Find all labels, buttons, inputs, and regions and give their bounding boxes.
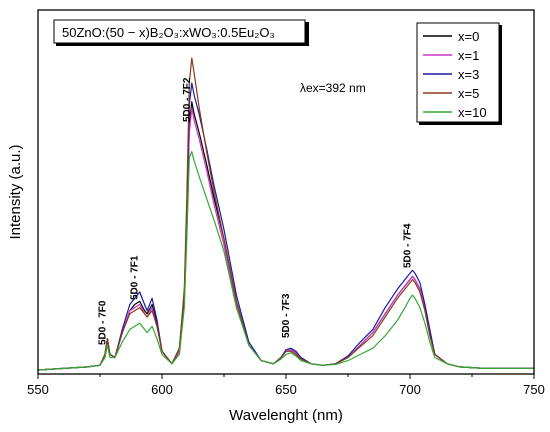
legend-box-shadow-bottom (419, 122, 502, 125)
excitation-label: λex=392 nm (300, 81, 366, 95)
x-axis-title: Wavelenght (nm) (229, 407, 343, 424)
legend-label: x=1 (458, 48, 479, 63)
legend-label: x=5 (458, 86, 479, 101)
series-layer (37, 57, 534, 371)
x-tick-label: 550 (27, 382, 49, 397)
x-tick-label: 600 (151, 382, 173, 397)
legend-label: x=10 (458, 105, 487, 120)
legend-label: x=0 (458, 29, 479, 44)
annotation-layer: 5D0 - 7F0 5D0 - 7F1 5D0 - 7F2 5D0 - 7F3 5D0 … (97, 77, 413, 345)
peak-label: 5D0 - 7F0 (97, 300, 108, 345)
title-box-shadow (305, 22, 309, 45)
x-tick-label: 750 (523, 382, 545, 397)
peak-label: 5D0 - 7F1 (130, 255, 141, 300)
series-line-x-3 (37, 82, 534, 371)
legend: x=0 x=1 x=3 x=5 x=10 (416, 22, 502, 125)
peak-label: 5D0 - 7F3 (281, 293, 292, 338)
x-tick-label: 700 (399, 382, 421, 397)
legend-box (416, 22, 500, 123)
legend-label: x=3 (458, 67, 479, 82)
title-box-shadow-bottom (56, 43, 309, 46)
tick-layer: 550 600 650 700 750 (27, 374, 545, 397)
x-tick-label: 650 (275, 382, 297, 397)
peak-label: 5D0 - 7F4 (402, 223, 413, 268)
chart-title: 50ZnO:(50 − x)B₂O₃:xWO₃:0.5Eu₂O₃ (62, 25, 275, 40)
peak-label: 5D0 - 7F2 (182, 77, 193, 122)
series-line-x-10 (37, 151, 534, 371)
y-axis-title: Intensity (a.u.) (7, 144, 24, 239)
legend-box-shadow (499, 25, 502, 124)
